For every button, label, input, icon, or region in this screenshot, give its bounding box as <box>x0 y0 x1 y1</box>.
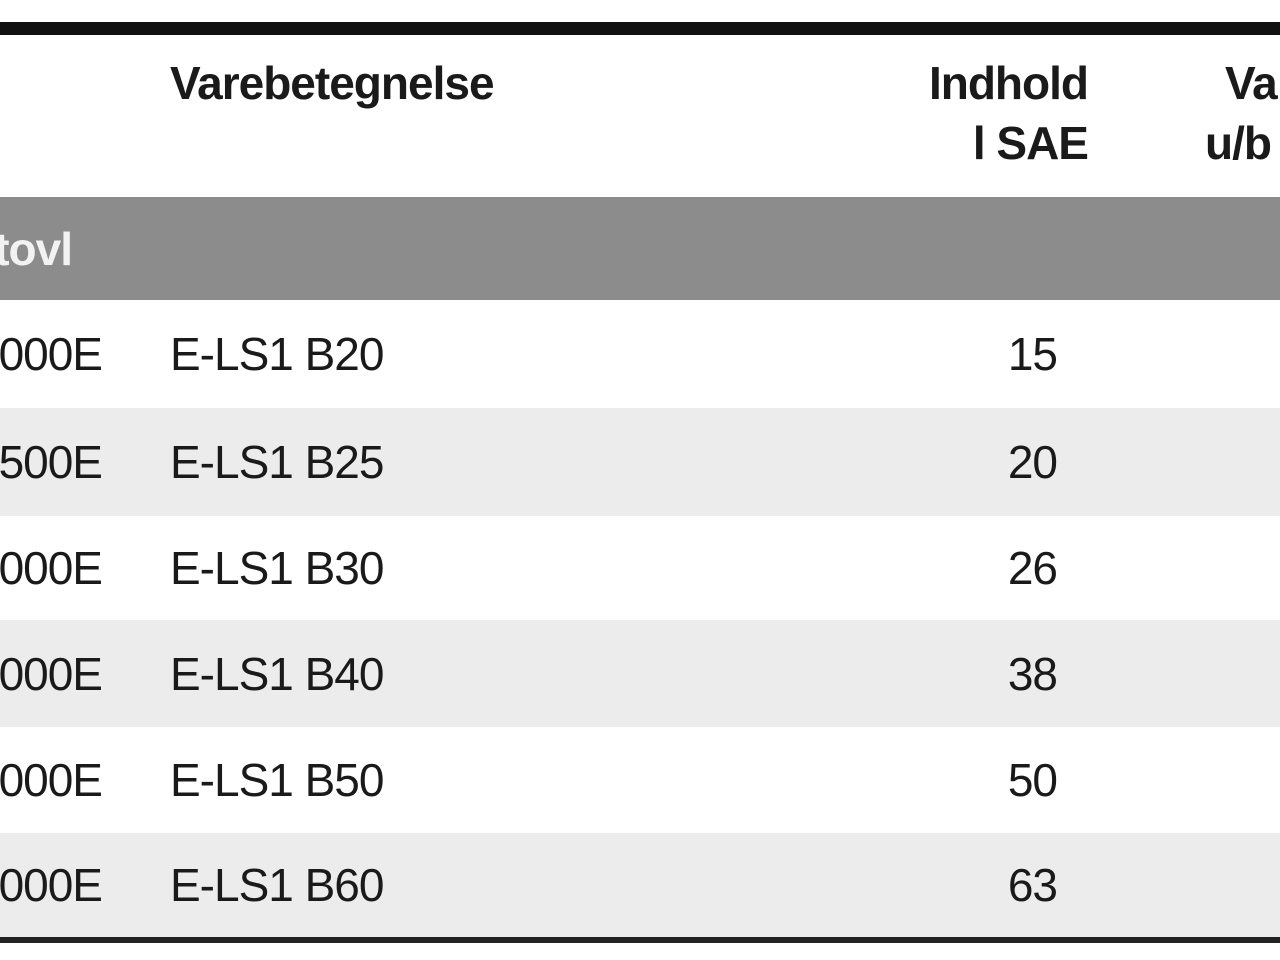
cell-name: E-LS1 B60 <box>170 859 384 911</box>
cell-code: 000E <box>0 754 103 806</box>
table-row: 000E E-LS1 B40 38 <box>0 620 1280 727</box>
cell-code: 000E <box>0 542 103 594</box>
cell-indhold: 20 <box>1007 436 1058 488</box>
cell-code: 000E <box>0 647 103 700</box>
cell-indhold: 50 <box>1007 754 1058 806</box>
table-row: 000E E-LS1 B50 50 <box>0 727 1280 833</box>
header-varebetegnelse: Varebetegnelse <box>170 57 495 109</box>
bottom-border <box>0 937 1280 943</box>
group-row: tovl <box>0 197 1280 300</box>
header-indhold: Indhold <box>928 57 1089 109</box>
cell-code: 000E <box>0 328 103 380</box>
cell-name: E-LS1 B50 <box>170 754 384 806</box>
cell-code: 500E <box>0 436 103 488</box>
cell-name: E-LS1 B40 <box>170 647 384 700</box>
group-label: tovl <box>0 223 73 275</box>
table-row: 000E E-LS1 B60 63 <box>0 833 1280 937</box>
cell-name: E-LS1 B20 <box>170 328 384 380</box>
cell-indhold: 63 <box>1007 859 1058 911</box>
cell-indhold: 38 <box>1007 647 1058 700</box>
cell-indhold: 26 <box>1007 542 1058 594</box>
cell-indhold: 15 <box>1007 328 1058 380</box>
table-row: 000E E-LS1 B30 26 <box>0 516 1280 620</box>
cell-name: E-LS1 B30 <box>170 542 384 594</box>
table-row: 000E E-LS1 B20 15 <box>0 300 1280 408</box>
header-col3-line2: u/b <box>1205 117 1272 169</box>
top-border <box>0 22 1280 35</box>
header-col3: Va <box>1225 57 1278 109</box>
cell-name: E-LS1 B25 <box>170 436 384 488</box>
header-indhold-unit: l SAE <box>972 117 1089 169</box>
table-row: 500E E-LS1 B25 20 <box>0 408 1280 516</box>
cell-code: 000E <box>0 859 103 911</box>
